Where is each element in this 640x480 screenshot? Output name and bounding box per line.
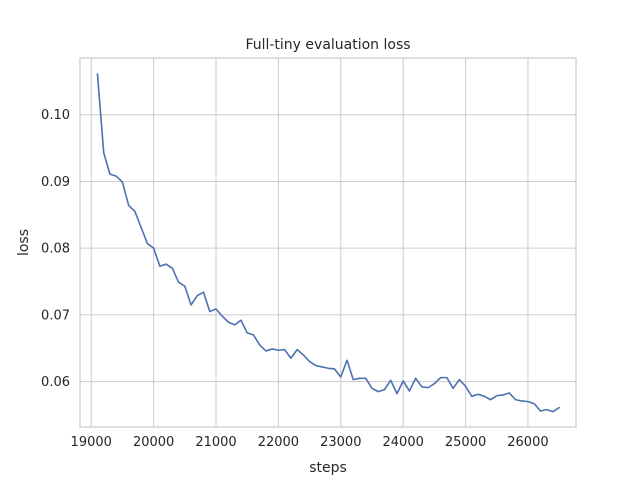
x-tick-label: 23000	[320, 435, 361, 450]
x-tick-label: 21000	[195, 435, 236, 450]
y-axis-label: loss	[16, 229, 32, 256]
x-tick-label: 19000	[71, 435, 112, 450]
plot-frame	[79, 57, 577, 428]
chart-title: Full-tiny evaluation loss	[245, 37, 410, 53]
x-tick-label: 20000	[133, 435, 174, 450]
x-tick-label: 26000	[507, 435, 548, 450]
y-tick-label: 0.07	[41, 308, 70, 323]
loss-series-line	[96, 73, 560, 413]
series-layer	[96, 73, 560, 413]
grid-layer	[80, 58, 576, 427]
y-tick-label: 0.10	[41, 108, 70, 123]
y-tick-label: 0.06	[41, 375, 70, 390]
y-tick-label: 0.08	[41, 242, 70, 257]
x-tick-label: 25000	[445, 435, 486, 450]
x-axis-label: steps	[309, 460, 347, 476]
tick-layer: 19000 20000 21000 22000 23000 24000 25000 26000…	[41, 108, 549, 450]
x-tick-label: 22000	[258, 435, 299, 450]
y-tick-label: 0.09	[41, 175, 70, 190]
x-tick-label: 24000	[383, 435, 424, 450]
